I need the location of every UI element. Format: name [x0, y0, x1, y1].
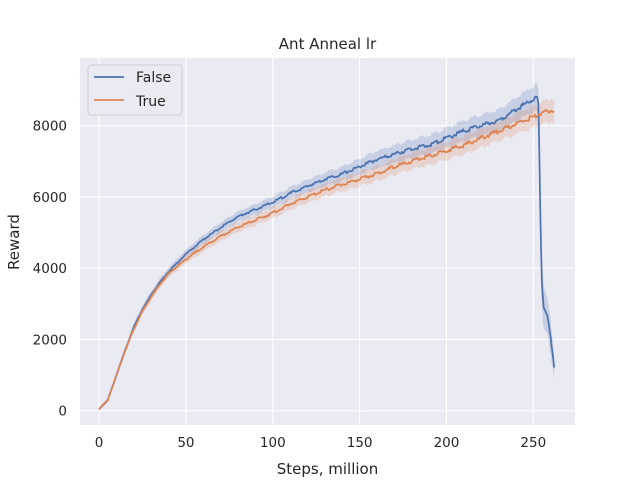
band-false	[99, 83, 555, 411]
series-line-true	[98, 109, 555, 410]
plot-background	[80, 58, 575, 425]
y-tick-label: 4000	[33, 261, 67, 277]
confidence-bands	[99, 83, 555, 411]
x-tick-label: 150	[347, 435, 373, 451]
series-lines	[98, 95, 556, 410]
series-line-false	[98, 95, 556, 410]
x-tick-label: 100	[260, 435, 286, 451]
y-tick-labels: 0 2000 4000 6000 8000	[33, 119, 67, 420]
chart-title: Ant Anneal lr	[279, 35, 377, 53]
y-tick-label: 2000	[33, 332, 67, 348]
grid-lines	[80, 58, 575, 425]
x-axis-label: Steps, million	[277, 460, 378, 478]
x-tick-labels: 0 50 100 150 200 250	[95, 435, 546, 451]
x-tick-label: 250	[520, 435, 546, 451]
legend: False True	[87, 64, 183, 116]
y-tick-label: 0	[58, 404, 67, 420]
y-tick-label: 8000	[33, 119, 67, 135]
band-true	[99, 98, 555, 411]
legend-label-true: True	[135, 94, 166, 110]
y-tick-label: 6000	[33, 190, 67, 206]
x-tick-label: 50	[177, 435, 194, 451]
x-tick-label: 0	[95, 435, 104, 451]
y-axis-label: Reward	[5, 214, 23, 270]
legend-label-false: False	[136, 70, 171, 86]
x-tick-label: 200	[434, 435, 460, 451]
